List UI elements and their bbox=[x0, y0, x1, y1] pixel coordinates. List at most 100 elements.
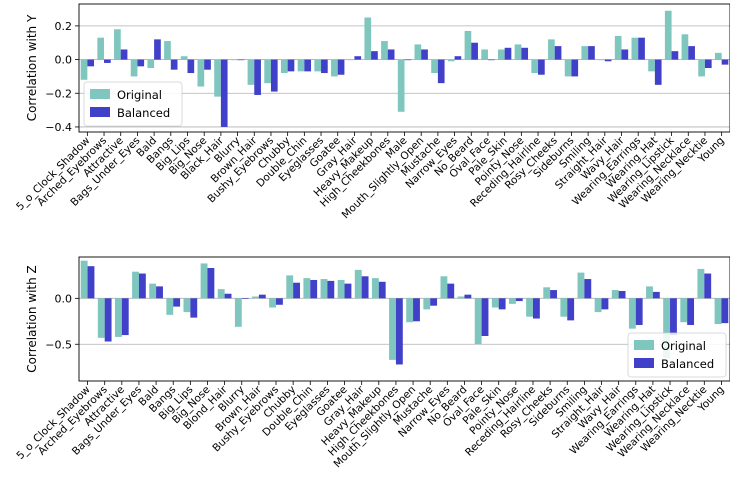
bar-balanced bbox=[395, 298, 403, 365]
bar-original bbox=[457, 296, 465, 299]
bar-original bbox=[681, 34, 689, 60]
bar-original bbox=[280, 59, 288, 74]
bar-balanced bbox=[454, 56, 462, 60]
bar-original bbox=[252, 296, 259, 299]
y-tick-label: −0.4 bbox=[45, 121, 72, 134]
y-tick-label: 0.0 bbox=[55, 292, 73, 305]
bar-balanced bbox=[504, 47, 512, 60]
legend-label-balanced: Balanced bbox=[661, 357, 714, 371]
bar-original bbox=[497, 49, 505, 60]
bar-original bbox=[577, 272, 585, 299]
legend-label-balanced: Balanced bbox=[117, 106, 170, 120]
bar-original bbox=[531, 59, 539, 74]
bar-balanced bbox=[471, 42, 478, 60]
bar-balanced bbox=[618, 290, 626, 299]
bar-balanced bbox=[404, 59, 412, 61]
bar-original bbox=[166, 298, 174, 315]
bar-balanced bbox=[361, 276, 369, 299]
bar-original bbox=[646, 286, 653, 299]
bar-original bbox=[474, 298, 482, 345]
bar-original bbox=[697, 268, 705, 299]
bar-original bbox=[180, 56, 188, 60]
bar-balanced bbox=[293, 282, 300, 299]
bar-balanced bbox=[721, 298, 729, 324]
bar-original bbox=[397, 59, 405, 112]
bar-original bbox=[664, 10, 672, 60]
bar-balanced bbox=[413, 298, 420, 322]
bar-original bbox=[526, 298, 533, 317]
bar-balanced bbox=[704, 273, 712, 299]
bar-balanced bbox=[190, 298, 198, 318]
bar-balanced bbox=[304, 59, 312, 72]
bar-original bbox=[714, 52, 722, 60]
bar-original bbox=[714, 298, 722, 325]
plot-frame bbox=[78, 3, 730, 133]
bar-original bbox=[648, 59, 655, 72]
bar-original bbox=[297, 59, 305, 72]
bar-balanced bbox=[481, 298, 489, 336]
bar-original bbox=[149, 283, 157, 299]
bar-balanced bbox=[310, 279, 318, 299]
bar-original bbox=[286, 275, 294, 299]
bar-balanced bbox=[498, 298, 506, 310]
bar-balanced bbox=[430, 298, 438, 306]
bar-balanced bbox=[621, 49, 629, 60]
bar-original bbox=[364, 17, 372, 60]
bar-balanced bbox=[515, 298, 523, 302]
bar-original bbox=[132, 271, 139, 299]
bar-balanced bbox=[670, 298, 677, 336]
y-tick-label: −0.5 bbox=[45, 338, 72, 351]
y-tick-label: 0.0 bbox=[55, 54, 73, 67]
bottom-chart-panel: −0.50.05_o_Clock_ShadowArched_EyebrowsAt… bbox=[14, 256, 730, 470]
bar-balanced bbox=[321, 59, 328, 74]
bar-balanced bbox=[258, 294, 266, 299]
bar-original bbox=[491, 298, 499, 308]
bar-original bbox=[130, 59, 138, 77]
bar-balanced bbox=[138, 273, 146, 299]
bar-original bbox=[234, 298, 242, 327]
bar-balanced bbox=[254, 59, 261, 95]
bar-original bbox=[560, 298, 568, 317]
legend-label-original: Original bbox=[117, 88, 162, 102]
bar-original bbox=[543, 287, 551, 299]
bar-original bbox=[447, 59, 455, 62]
bar-balanced bbox=[601, 298, 609, 310]
legend: Original Balanced bbox=[83, 81, 183, 127]
y-axis-label: Correlation with Z bbox=[25, 265, 39, 372]
legend: Original Balanced bbox=[627, 332, 727, 378]
bar-balanced bbox=[87, 266, 95, 299]
bar-balanced bbox=[170, 59, 178, 70]
bar-original bbox=[303, 278, 311, 299]
bar-original bbox=[320, 279, 328, 299]
bar-balanced bbox=[387, 49, 395, 60]
bar-balanced bbox=[371, 51, 378, 60]
bar-balanced bbox=[447, 283, 455, 299]
bar-original bbox=[97, 37, 105, 60]
bar-balanced bbox=[154, 39, 161, 60]
bar-original bbox=[371, 278, 379, 299]
bar-balanced bbox=[567, 298, 575, 321]
bar-balanced bbox=[287, 59, 295, 72]
bar-balanced bbox=[270, 59, 278, 92]
bar-original bbox=[217, 289, 225, 299]
bar-balanced bbox=[538, 59, 545, 75]
y-axis-label: Correlation with Y bbox=[25, 14, 39, 121]
bar-original bbox=[214, 59, 221, 97]
bar-original bbox=[611, 290, 619, 299]
bar-balanced bbox=[652, 291, 660, 299]
bar-original bbox=[183, 298, 191, 313]
bar-balanced bbox=[207, 268, 215, 299]
bar-balanced bbox=[104, 298, 112, 342]
bar-balanced bbox=[671, 51, 679, 60]
bar-original bbox=[80, 260, 88, 299]
bar-balanced bbox=[327, 280, 335, 299]
bar-original bbox=[423, 298, 431, 310]
bar-balanced bbox=[204, 59, 211, 70]
bar-balanced bbox=[532, 298, 540, 319]
bar-original bbox=[598, 59, 605, 61]
bar-balanced bbox=[721, 59, 729, 65]
bar-original bbox=[247, 59, 255, 85]
bar-balanced bbox=[220, 59, 228, 127]
bar-original bbox=[347, 59, 355, 61]
